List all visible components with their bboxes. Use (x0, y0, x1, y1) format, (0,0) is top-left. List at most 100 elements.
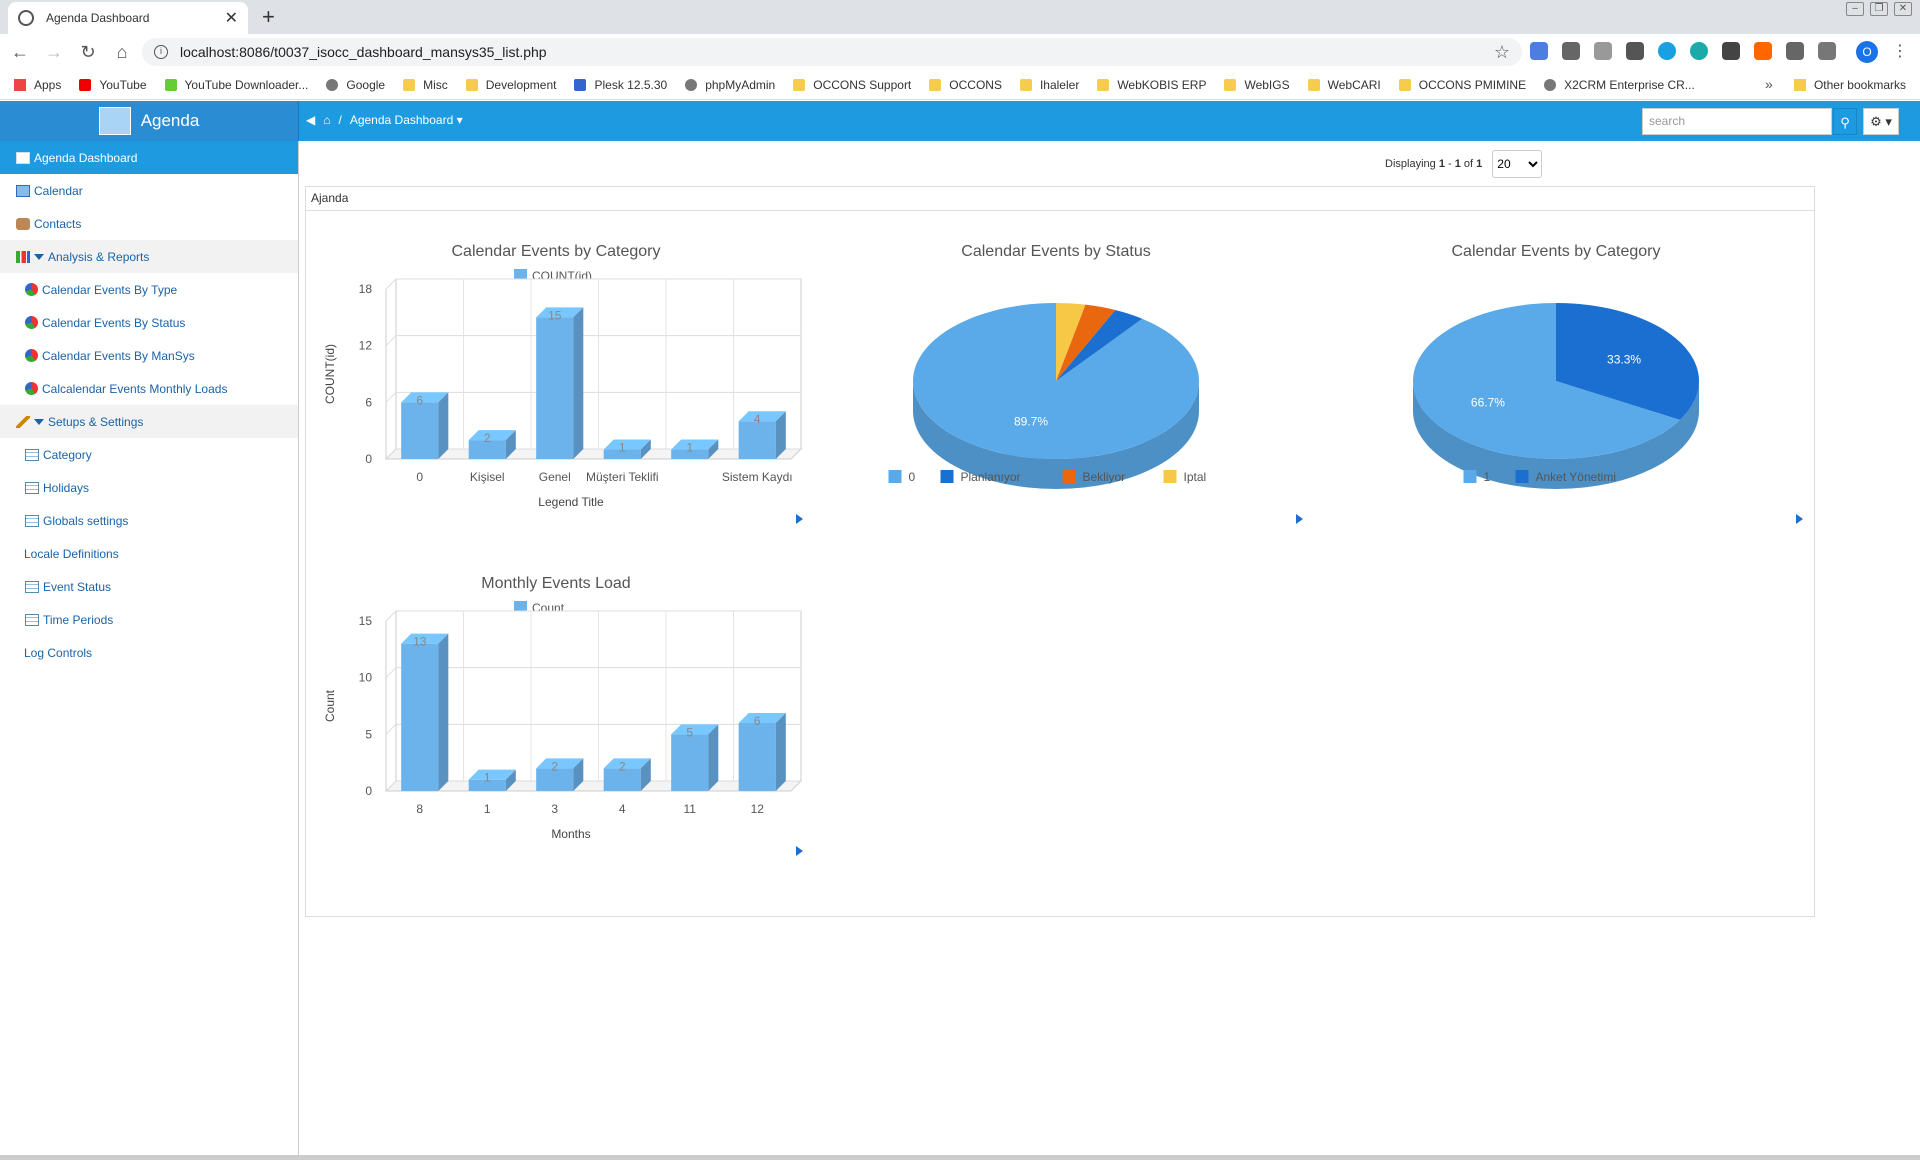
pager-text: Displaying 1 - 1 of 1 (1385, 158, 1483, 170)
info-icon[interactable]: i (154, 45, 168, 59)
infinity-icon[interactable] (1658, 42, 1676, 60)
sidebar-item-event-status[interactable]: Event Status (0, 570, 298, 603)
bookmark-item[interactable]: X2CRM Enterprise CR... (1544, 78, 1695, 92)
restore-icon[interactable]: ❐ (1870, 2, 1888, 16)
bar-side (438, 633, 449, 791)
sidebar-item-locale-definitions[interactable]: Locale Definitions (24, 546, 119, 561)
bookmark-item[interactable]: WebCARI (1307, 78, 1381, 92)
breadcrumb: ◀ ⌂ / Agenda Dashboard ▾ (306, 113, 463, 127)
home-icon[interactable]: ⌂ (323, 113, 331, 127)
bookmark-item[interactable]: YouTube (79, 78, 147, 92)
chart-title: Calendar Events by Category (1452, 243, 1661, 260)
bookmark-item[interactable]: Google (326, 78, 385, 92)
settings-button[interactable]: ⚙ ▾ (1863, 108, 1899, 135)
bar-top (536, 758, 584, 769)
sidebar-item-log-controls[interactable]: Log Controls (24, 645, 93, 660)
sidebar-item-events-by-mansys[interactable]: Calendar Events By ManSys (0, 339, 298, 372)
sidebar-item-category[interactable]: Category (0, 438, 298, 471)
bookmarks-bar: Apps YouTube YouTube Downloader... Googl… (0, 70, 1920, 100)
address-bar[interactable]: i localhost:8086/t0037_isocc_dashboard_m… (142, 38, 1522, 66)
reload-icon[interactable]: ↻ (80, 41, 96, 62)
grid-extension-icon[interactable] (1722, 42, 1740, 60)
bookmark-item[interactable]: Ihaleler (1019, 78, 1079, 92)
browser-menu-icon[interactable]: ⋮ (1892, 43, 1908, 60)
bubble-icon[interactable] (1690, 42, 1708, 60)
new-tab-button[interactable]: + (262, 4, 275, 29)
brand[interactable]: Agenda (0, 101, 299, 141)
pie-side (1413, 381, 1699, 489)
search-button[interactable]: ⚲ (1833, 108, 1857, 135)
other-bookmarks[interactable]: Other bookmarks (1793, 78, 1906, 92)
table-icon (25, 481, 39, 494)
folder-icon (929, 78, 942, 91)
dashboard-icon (16, 151, 30, 164)
reading-list-icon[interactable] (1818, 42, 1836, 60)
minimize-icon[interactable]: – (1846, 2, 1864, 16)
bookmark-item[interactable]: OCCONS (929, 78, 1002, 92)
sidebar-item-calendar[interactable]: Calendar (0, 174, 298, 207)
bookmark-item[interactable]: WebKOBIS ERP (1097, 78, 1206, 92)
bar-top (401, 392, 449, 403)
bookmark-item[interactable]: YouTube Downloader... (164, 78, 308, 92)
bookmark-item[interactable]: Apps (14, 78, 61, 92)
pin-icon[interactable] (1626, 42, 1644, 60)
sidebar-item-time-periods[interactable]: Time Periods (0, 603, 298, 636)
bookmark-item[interactable]: Misc (403, 78, 448, 92)
bookmark-item[interactable]: phpMyAdmin (685, 78, 775, 92)
bookmark-item[interactable]: WebIGS (1224, 78, 1290, 92)
search-icon: ⚲ (1840, 115, 1850, 130)
bar (401, 402, 439, 459)
more-bookmarks-icon[interactable]: » (1765, 76, 1773, 92)
sidebar-item-globals-settings[interactable]: Globals settings (0, 504, 298, 537)
gridline (385, 448, 397, 460)
w-extension-icon[interactable] (1594, 42, 1612, 60)
sidebar-group-analysis[interactable]: Analysis & Reports (0, 240, 298, 273)
table-icon (25, 514, 39, 527)
gridline (385, 723, 397, 735)
sidebar-group-setups[interactable]: Setups & Settings (0, 405, 298, 438)
x-tick-label: Müşteri Teklifi (586, 470, 658, 484)
puzzle-icon[interactable] (1786, 42, 1804, 60)
bookmark-item[interactable]: OCCONS PMIMINE (1398, 78, 1526, 92)
sidebar-item-events-by-type[interactable]: Calendar Events By Type (0, 273, 298, 306)
bookmark-item[interactable]: Development (465, 78, 556, 92)
browser-tab[interactable]: Agenda Dashboard ✕ (8, 2, 248, 34)
sidebar-item-contacts[interactable]: Contacts (0, 207, 298, 240)
sidebar-item-events-by-status[interactable]: Calendar Events By Status (0, 306, 298, 339)
sidebar-item-holidays[interactable]: Holidays (0, 471, 298, 504)
window-controls: – ❐ ✕ (1846, 2, 1912, 16)
bookmark-star-icon[interactable]: ☆ (1493, 41, 1510, 62)
bookmark-item[interactable]: OCCONS Support (793, 78, 911, 92)
translate-icon[interactable] (1530, 42, 1548, 60)
bar-top (738, 411, 786, 422)
sidebar-item-agenda-dashboard[interactable]: Agenda Dashboard (0, 141, 298, 174)
dashboard-panel: Ajanda Calendar Events by Category COUNT(… (305, 186, 1815, 917)
recycle-icon[interactable] (1562, 42, 1580, 60)
folder-icon (1793, 79, 1806, 91)
app-header: Agenda ◀ ⌂ / Agenda Dashboard ▾ search ⚲… (0, 101, 1920, 141)
profile-avatar[interactable]: O (1856, 41, 1878, 63)
folder-icon (1097, 78, 1110, 91)
search-input[interactable]: search (1642, 108, 1832, 135)
bar-top (671, 724, 719, 735)
close-window-icon[interactable]: ✕ (1894, 2, 1912, 16)
extension-icons (1530, 42, 1836, 60)
page-size-select[interactable]: 20 (1492, 150, 1543, 178)
pie-slice (1056, 303, 1086, 381)
back-icon[interactable]: ← (11, 41, 29, 62)
x-tick-label: 4 (619, 802, 626, 816)
bookmark-item[interactable]: Plesk 12.5.30 (574, 78, 667, 92)
collapse-sidebar-icon[interactable]: ◀ (306, 113, 316, 127)
x-axis-title: Legend Title (538, 495, 604, 509)
sidebar-item-monthly-loads[interactable]: Calcalendar Events Monthly Loads (0, 372, 298, 405)
home-icon[interactable]: ⌂ (116, 41, 128, 62)
orange-extension-icon[interactable] (1754, 42, 1772, 60)
bar-side (708, 724, 719, 791)
main-content: Displaying 1 - 1 of 1 20 Ajanda Calendar… (300, 141, 1920, 1155)
breadcrumb-current[interactable]: Agenda Dashboard ▾ (349, 113, 463, 127)
forward-icon[interactable]: → (45, 41, 63, 62)
legend-label: Planlanıyor (961, 470, 1021, 484)
close-tab-icon[interactable]: ✕ (224, 10, 238, 27)
legend-label: Iptal (1184, 470, 1207, 484)
pie-chart-icon (25, 382, 38, 395)
